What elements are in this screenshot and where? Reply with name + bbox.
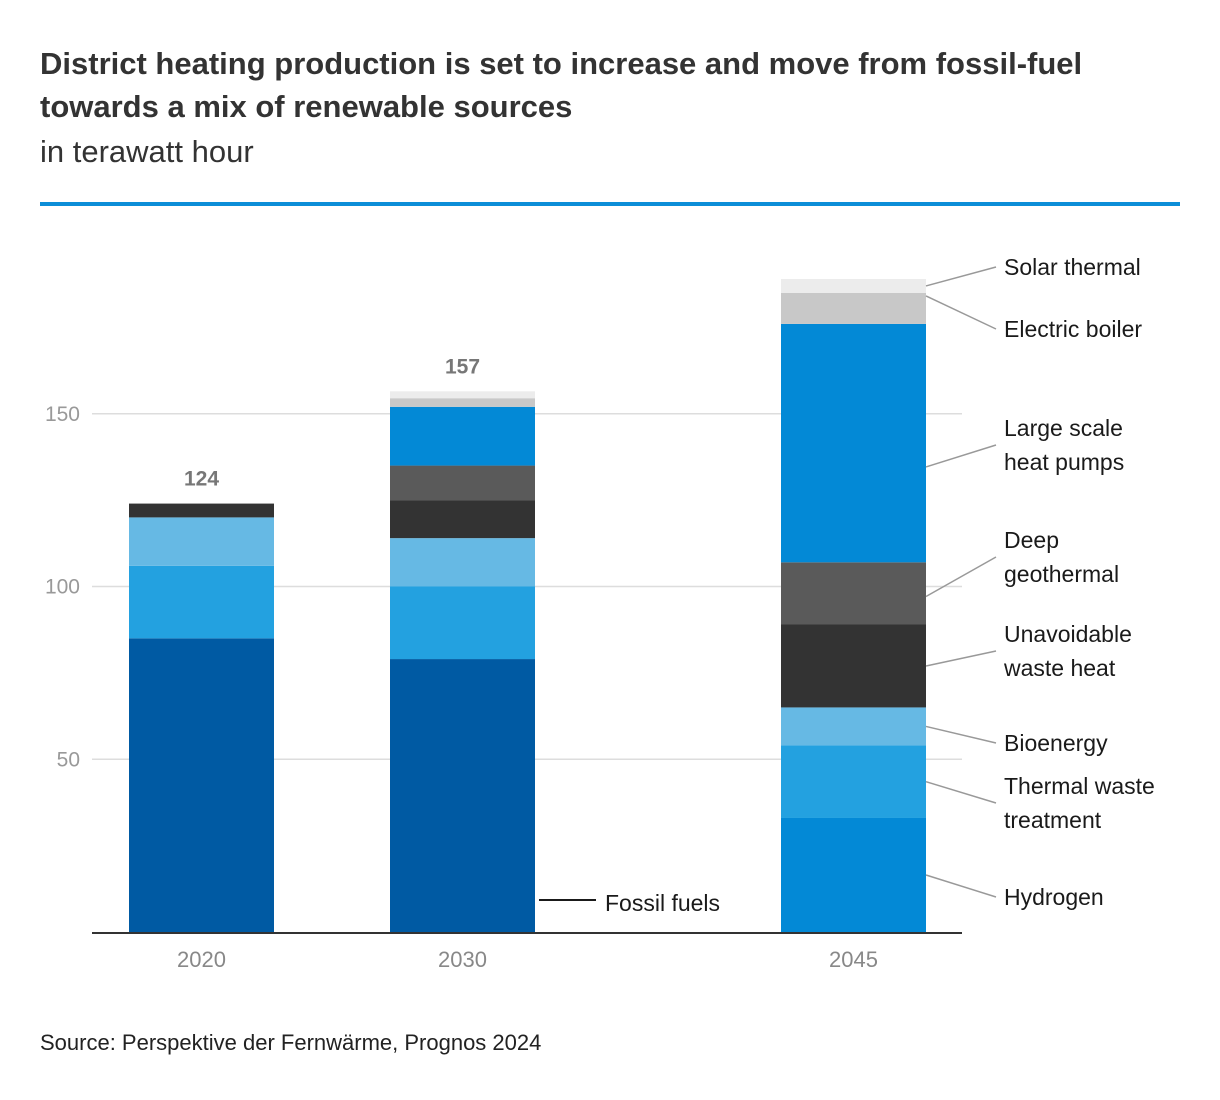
bar-2045-large-scale-heat-pumps <box>781 323 926 563</box>
legend-label-thermal-waste-treatment-line1: Thermal waste <box>1004 773 1155 799</box>
legend-label-fossil-fuels: Fossil fuels <box>605 890 720 916</box>
y-tick-label-50: 50 <box>57 748 80 771</box>
bar-2030-solar-thermal <box>390 391 535 399</box>
x-tick-label-2020: 2020 <box>177 947 226 972</box>
leader-line-bioenergy <box>925 725 997 744</box>
bar-2030-unavoidable-waste-heat <box>390 500 535 539</box>
source-note: Source: Perspektive der Fernwärme, Progn… <box>40 1030 542 1055</box>
bar-2045-solar-thermal <box>781 279 926 293</box>
legend-label-unavoidable-waste-heat-line2: waste heat <box>1003 655 1116 681</box>
legend-label-hydrogen: Hydrogen <box>1004 884 1104 910</box>
bar-2020-thermal-waste-treatment <box>129 565 274 639</box>
bar-2030-deep-geothermal <box>390 465 535 501</box>
leader-line-electric-boiler <box>925 295 997 330</box>
bar-2045-hydrogen <box>781 817 926 932</box>
bar-2030-large-scale-heat-pumps <box>390 406 535 466</box>
bar-2020-unavoidable-waste-heat <box>129 503 274 518</box>
legend-label-deep-geothermal-line1: Deep <box>1004 527 1059 553</box>
bar-2045-thermal-waste-treatment <box>781 745 926 818</box>
header-rule <box>40 202 1180 206</box>
bar-2030-electric-boiler <box>390 398 535 407</box>
leader-line-deep-geothermal <box>925 556 997 598</box>
leader-line-hydrogen <box>925 874 997 898</box>
legend-label-deep-geothermal-line2: geothermal <box>1004 561 1119 587</box>
total-label-2030: 157 <box>445 355 480 378</box>
legend-label-thermal-waste-treatment-line2: treatment <box>1004 807 1102 833</box>
bar-2030-fossil-fuels <box>390 659 535 932</box>
x-tick-label-2030: 2030 <box>438 947 487 972</box>
bar-2020-bioenergy <box>129 517 274 566</box>
legend-label-large-scale-heat-pumps-line2: heat pumps <box>1004 449 1124 475</box>
bar-2045-bioenergy <box>781 707 926 746</box>
y-tick-label-150: 150 <box>45 403 80 426</box>
leader-line-unavoidable-waste-heat <box>925 650 997 667</box>
total-label-2020: 124 <box>184 468 219 491</box>
bar-2030-bioenergy <box>390 538 535 587</box>
chart-title: District heating production is set to in… <box>40 46 1083 124</box>
legend-label-electric-boiler: Electric boiler <box>1004 316 1142 342</box>
leader-line-solar-thermal <box>925 266 997 287</box>
bar-2030-thermal-waste-treatment <box>390 586 535 660</box>
chart-subtitle: in terawatt hour <box>40 134 254 169</box>
bar-2020-fossil-fuels <box>129 638 274 932</box>
leader-line-thermal-waste-treatment <box>925 780 997 804</box>
y-tick-label-100: 100 <box>45 576 80 599</box>
leader-line-large-scale-heat-pumps <box>925 444 997 468</box>
bar-2045-electric-boiler <box>781 292 926 324</box>
legend-label-solar-thermal: Solar thermal <box>1004 254 1141 280</box>
legend-label-bioenergy: Bioenergy <box>1004 730 1108 756</box>
x-tick-label-2045: 2045 <box>829 947 878 972</box>
legend-label-unavoidable-waste-heat-line1: Unavoidable <box>1004 621 1132 647</box>
bar-2045-unavoidable-waste-heat <box>781 624 926 708</box>
bar-2045-deep-geothermal <box>781 562 926 625</box>
legend-label-large-scale-heat-pumps-line1: Large scale <box>1004 415 1123 441</box>
